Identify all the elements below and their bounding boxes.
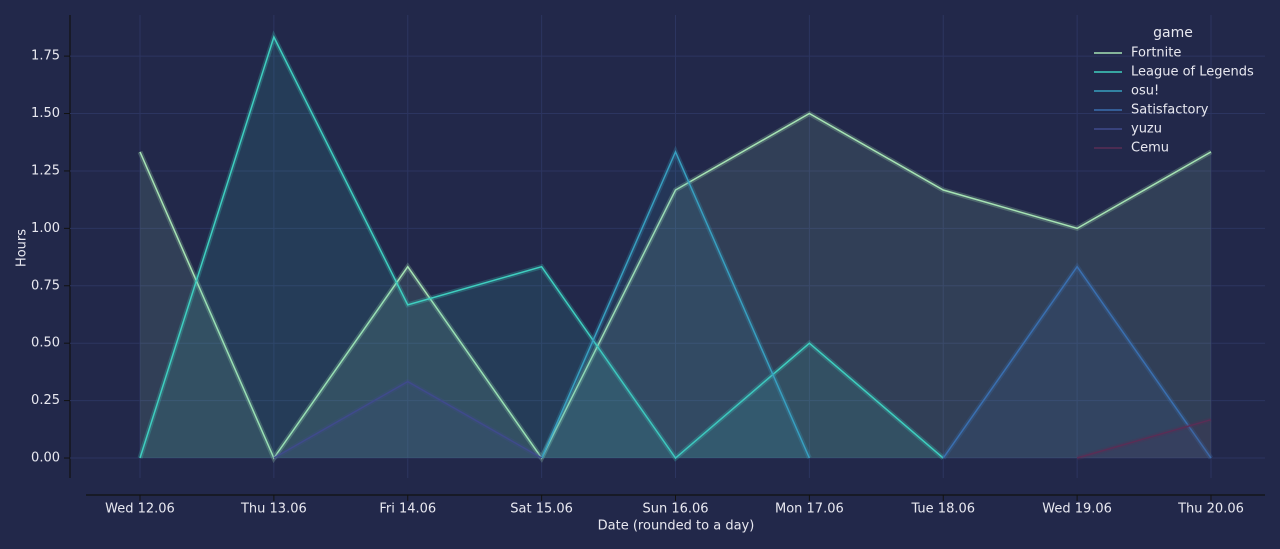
x-tick-label: Mon 17.06 — [775, 502, 844, 517]
y-tick-label: 0.50 — [31, 336, 60, 351]
y-tick-label: 1.25 — [31, 163, 60, 178]
y-tick-label: 0.00 — [31, 451, 60, 466]
y-tick-label: 1.50 — [31, 106, 60, 121]
x-tick-label: Sat 15.06 — [510, 502, 573, 517]
x-tick-label: Fri 14.06 — [379, 502, 436, 517]
legend-label: Fortnite — [1131, 46, 1181, 61]
y-axis-label: Hours — [15, 229, 30, 267]
series-area — [541, 151, 810, 459]
legend-label: Satisfactory — [1131, 103, 1209, 118]
y-tick-label: 0.25 — [31, 393, 60, 408]
legend-label: Cemu — [1131, 141, 1169, 156]
x-axis-label: Date (rounded to a day) — [598, 519, 755, 534]
legend-label: yuzu — [1131, 122, 1162, 137]
series-line — [139, 35, 944, 460]
legend-title: game — [1153, 25, 1193, 41]
series-line — [540, 150, 811, 459]
x-tick-label: Tue 18.06 — [910, 502, 975, 517]
x-tick-label: Thu 13.06 — [240, 502, 307, 517]
series-line — [273, 380, 542, 459]
series-area — [140, 113, 1211, 459]
series-area — [140, 37, 944, 459]
x-tick-label: Sun 16.06 — [642, 502, 708, 517]
series-line — [1076, 418, 1212, 459]
series-line — [942, 265, 1212, 459]
y-tick-label: 1.00 — [31, 221, 60, 236]
legend-label: League of Legends — [1131, 65, 1254, 80]
series-line — [139, 112, 1212, 460]
x-tick-label: Thu 20.06 — [1177, 502, 1244, 517]
series-area — [943, 266, 1211, 459]
x-tick-label: Wed 19.06 — [1042, 502, 1112, 517]
y-tick-label: 1.75 — [31, 49, 60, 64]
series-area — [273, 381, 542, 459]
y-tick-label: 0.75 — [31, 278, 60, 293]
x-tick-label: Wed 12.06 — [105, 502, 175, 517]
legend-label: osu! — [1131, 84, 1159, 99]
